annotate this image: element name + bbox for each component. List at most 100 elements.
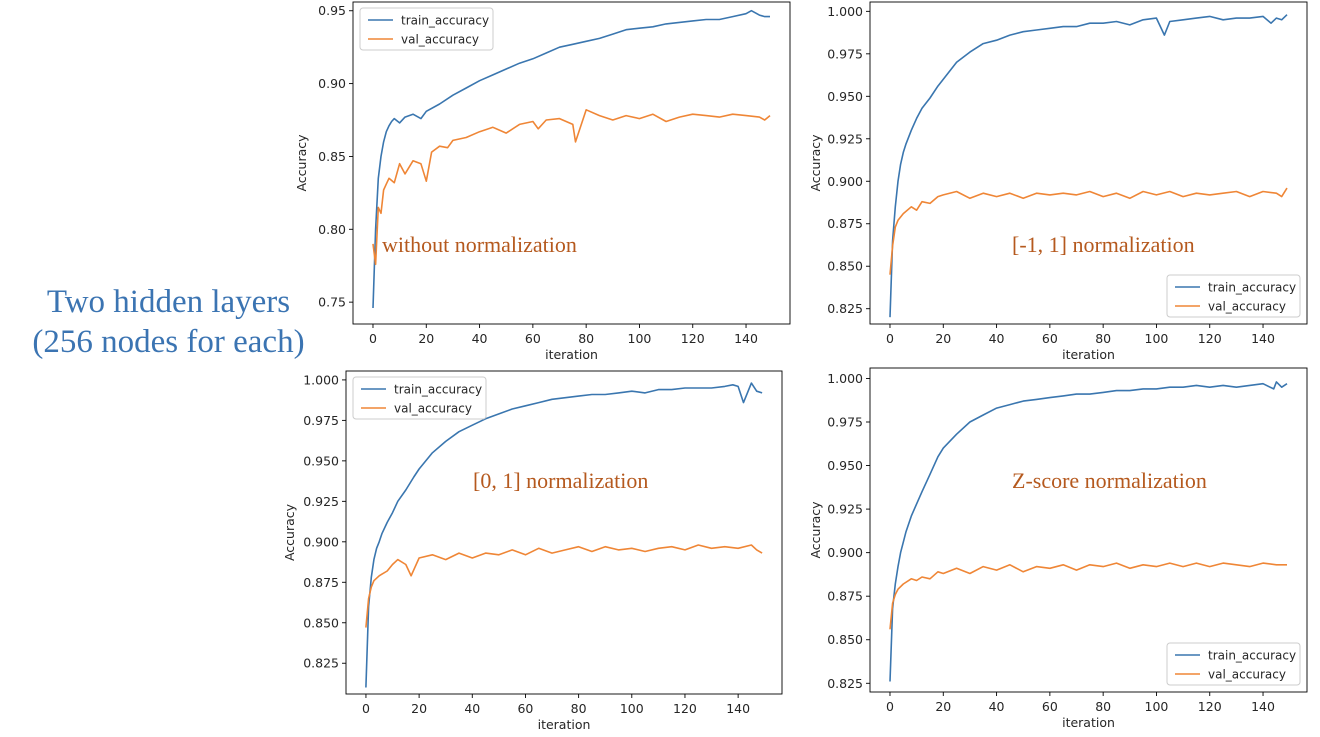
x-tick-label: 0 xyxy=(886,699,894,714)
x-tick-label: 80 xyxy=(1095,331,1111,346)
y-tick-label: 0.875 xyxy=(303,575,339,590)
x-axis-label: iteration xyxy=(538,717,591,732)
x-tick-label: 60 xyxy=(1042,699,1058,714)
val-accuracy-line xyxy=(889,562,1287,630)
x-tick-label: 20 xyxy=(418,331,434,346)
y-tick-label: 0.975 xyxy=(827,46,863,61)
y-tick-label: 0.80 xyxy=(318,222,346,237)
x-tick-label: 40 xyxy=(989,331,1005,346)
x-tick-label: 40 xyxy=(472,331,488,346)
val-accuracy-line xyxy=(372,109,771,266)
x-tick-label: 80 xyxy=(578,331,594,346)
y-tick-label: 1.000 xyxy=(827,4,863,19)
legend-label-train: train_accuracy xyxy=(1208,649,1296,663)
x-tick-label: 100 xyxy=(628,331,652,346)
x-tick-label: 60 xyxy=(517,701,533,716)
x-tick-label: 100 xyxy=(1145,331,1169,346)
x-tick-label: 40 xyxy=(464,701,480,716)
y-tick-label: 0.900 xyxy=(827,545,863,560)
legend: train_accuracy val_accuracy xyxy=(1166,642,1301,686)
x-tick-label: 80 xyxy=(1095,699,1111,714)
y-tick-label: 1.000 xyxy=(303,372,339,387)
legend-label-val: val_accuracy xyxy=(394,402,472,416)
side-title-line-2: (256 nodes for each) xyxy=(32,324,305,360)
y-tick-label: 1.000 xyxy=(827,371,863,386)
val-accuracy-line xyxy=(365,544,763,628)
legend-box xyxy=(352,376,487,420)
normalization-annotation: [-1, 1] normalization xyxy=(1012,232,1195,257)
y-tick-label: 0.950 xyxy=(303,453,339,468)
legend-box xyxy=(359,7,494,51)
x-axis-label: iteration xyxy=(1062,715,1115,730)
y-axis-label: Accuracy xyxy=(294,134,309,192)
y-tick-label: 0.925 xyxy=(827,131,863,146)
legend-label-train: train_accuracy xyxy=(401,14,489,28)
x-tick-label: 100 xyxy=(620,701,644,716)
chart-0-1-normalization: 0 20 40 60 80 100 120 140 0.825 0.850 0.875 0.900 0.… xyxy=(282,370,783,732)
legend: train_accuracy val_accuracy xyxy=(352,376,487,420)
y-tick-label: 0.925 xyxy=(303,494,339,509)
chart-without-normalization: 0 20 40 60 80 100 120 140 0.75 0.80 0.85 0.90 0.95 it… xyxy=(294,1,791,362)
legend: train_accuracy val_accuracy xyxy=(1166,274,1301,318)
x-tick-label: 120 xyxy=(681,331,705,346)
y-tick-label: 0.825 xyxy=(827,301,863,316)
x-tick-label: 40 xyxy=(989,699,1005,714)
y-tick-label: 0.975 xyxy=(303,413,339,428)
x-axis-label: iteration xyxy=(1062,347,1115,362)
chart-zscore-normalization: 0 20 40 60 80 100 120 140 0.825 0.850 0.875 0.900 0.… xyxy=(808,367,1308,730)
normalization-annotation: Z-score normalization xyxy=(1012,468,1207,493)
normalization-annotation: [0, 1] normalization xyxy=(473,468,648,493)
x-tick-label: 20 xyxy=(935,331,951,346)
x-tick-label: 0 xyxy=(369,331,377,346)
y-tick-label: 0.875 xyxy=(827,216,863,231)
plot-frame xyxy=(352,1,791,325)
x-tick-label: 120 xyxy=(673,701,697,716)
legend: train_accuracy val_accuracy xyxy=(359,7,494,51)
y-tick-label: 0.850 xyxy=(827,259,863,274)
train-accuracy-line xyxy=(889,381,1288,682)
y-tick-label: 0.825 xyxy=(827,676,863,691)
train-accuracy-line xyxy=(365,382,763,688)
y-tick-label: 0.875 xyxy=(827,589,863,604)
train-accuracy-line xyxy=(889,14,1288,318)
plot-frame xyxy=(869,1,1308,325)
y-tick-label: 0.825 xyxy=(303,656,339,671)
x-tick-label: 120 xyxy=(1198,331,1222,346)
side-title: Two hidden layers (256 nodes for each) xyxy=(6,282,331,362)
legend-box xyxy=(1166,642,1301,686)
x-tick-label: 80 xyxy=(571,701,587,716)
x-axis-label: iteration xyxy=(545,347,598,362)
legend-label-train: train_accuracy xyxy=(1208,281,1296,295)
plot-frame xyxy=(869,367,1308,693)
x-tick-label: 60 xyxy=(525,331,541,346)
y-tick-label: 0.900 xyxy=(303,534,339,549)
x-tick-label: 140 xyxy=(726,701,750,716)
y-axis-label: Accuracy xyxy=(808,134,823,192)
y-tick-label: 0.850 xyxy=(827,632,863,647)
y-tick-label: 0.75 xyxy=(318,295,346,310)
y-axis-label: Accuracy xyxy=(808,501,823,559)
val-accuracy-line xyxy=(889,187,1288,275)
legend-box xyxy=(1166,274,1301,318)
plot-frame xyxy=(345,370,783,695)
x-tick-label: 0 xyxy=(886,331,894,346)
chart-minus1-1-normalization: 0 20 40 60 80 100 120 140 0.825 0.850 0.875 0.900 0.… xyxy=(808,1,1308,362)
x-tick-label: 140 xyxy=(1251,331,1275,346)
x-tick-label: 140 xyxy=(1251,699,1275,714)
x-tick-label: 0 xyxy=(362,701,370,716)
y-tick-label: 0.950 xyxy=(827,89,863,104)
side-title-line-1: Two hidden layers xyxy=(46,284,291,320)
legend-label-val: val_accuracy xyxy=(1208,668,1286,682)
x-tick-label: 140 xyxy=(734,331,758,346)
x-tick-label: 60 xyxy=(1042,331,1058,346)
y-tick-label: 0.950 xyxy=(827,458,863,473)
x-tick-label: 100 xyxy=(1145,699,1169,714)
y-tick-label: 0.95 xyxy=(318,3,346,18)
train-accuracy-line xyxy=(372,9,770,309)
x-tick-label: 20 xyxy=(411,701,427,716)
y-tick-label: 0.850 xyxy=(303,615,339,630)
y-tick-label: 0.85 xyxy=(318,149,346,164)
normalization-annotation: without normalization xyxy=(382,232,577,257)
legend-label-val: val_accuracy xyxy=(1208,300,1286,314)
y-tick-label: 0.90 xyxy=(318,76,346,91)
